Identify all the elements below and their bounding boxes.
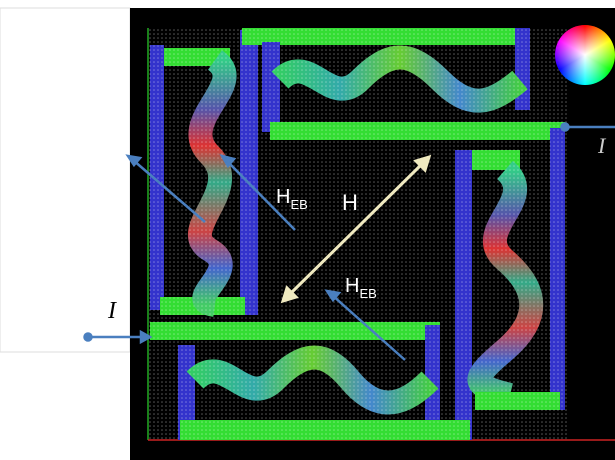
- h-label: H: [342, 190, 358, 215]
- color-wheel: [555, 25, 615, 85]
- current-label: I: [107, 298, 117, 324]
- page: I HEB H HEB I (() => { const data = JSON…: [0, 0, 615, 460]
- spin-grid: [148, 28, 568, 440]
- figure: I HEB H HEB I: [0, 0, 615, 460]
